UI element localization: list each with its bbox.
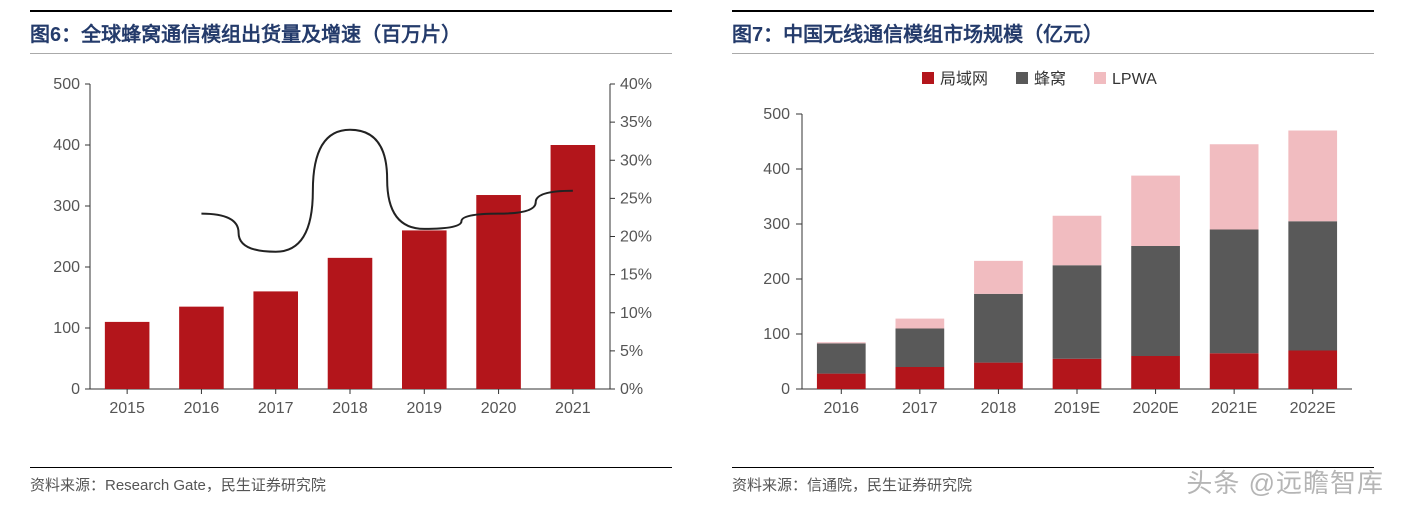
svg-text:500: 500 xyxy=(53,76,80,93)
svg-text:蜂窝: 蜂窝 xyxy=(1034,70,1066,88)
svg-text:400: 400 xyxy=(53,137,80,154)
left-title: 图6：全球蜂窝通信模组出货量及增速（百万片） xyxy=(30,10,672,54)
svg-text:300: 300 xyxy=(53,198,80,215)
svg-text:35%: 35% xyxy=(620,114,652,131)
svg-text:200: 200 xyxy=(763,271,790,288)
svg-text:300: 300 xyxy=(763,216,790,233)
svg-text:2021E: 2021E xyxy=(1211,400,1257,417)
svg-text:100: 100 xyxy=(53,320,80,337)
svg-text:100: 100 xyxy=(763,326,790,343)
left-chart-svg: 0 100 200 300 400 500 0% 5% 10% 15% 20% 25% 30% 35% 40… xyxy=(30,64,670,434)
svg-text:2016: 2016 xyxy=(823,400,859,417)
svg-text:40%: 40% xyxy=(620,76,652,93)
svg-text:2018: 2018 xyxy=(981,400,1017,417)
svg-text:200: 200 xyxy=(53,259,80,276)
right-chart: 局域网 蜂窝 LPWA 0 100 200 300 400 500 2016 2017 2018 201… xyxy=(732,64,1374,467)
svg-text:局域网: 局域网 xyxy=(940,70,988,88)
right-source: 资料来源：信通院，民生证券研究院 xyxy=(732,467,1374,495)
svg-text:5%: 5% xyxy=(620,343,643,360)
svg-text:2018: 2018 xyxy=(332,400,368,417)
svg-text:0: 0 xyxy=(781,381,790,398)
svg-text:2015: 2015 xyxy=(109,400,145,417)
svg-text:2020E: 2020E xyxy=(1132,400,1178,417)
right-panel: 图7：中国无线通信模组市场规模（亿元） 局域网 蜂窝 LPWA 0 100 200 300 4… xyxy=(702,0,1404,505)
svg-text:2021: 2021 xyxy=(555,400,591,417)
svg-text:0: 0 xyxy=(71,381,80,398)
svg-text:10%: 10% xyxy=(620,305,652,322)
svg-text:2019E: 2019E xyxy=(1054,400,1100,417)
svg-text:2017: 2017 xyxy=(902,400,938,417)
left-source: 资料来源：Research Gate，民生证券研究院 xyxy=(30,467,672,495)
svg-text:2016: 2016 xyxy=(184,400,220,417)
svg-text:2022E: 2022E xyxy=(1290,400,1336,417)
svg-text:0%: 0% xyxy=(620,381,643,398)
svg-text:400: 400 xyxy=(763,161,790,178)
left-chart: 0 100 200 300 400 500 0% 5% 10% 15% 20% 25% 30% 35% 40… xyxy=(30,64,672,467)
left-panel: 图6：全球蜂窝通信模组出货量及增速（百万片） 01002003004005000… xyxy=(0,0,702,505)
svg-text:15%: 15% xyxy=(620,267,652,284)
svg-text:LPWA: LPWA xyxy=(1112,71,1157,88)
svg-text:2019: 2019 xyxy=(406,400,442,417)
right-chart-svg: 局域网 蜂窝 LPWA 0 100 200 300 400 500 2016 2017 2018 201… xyxy=(732,64,1372,434)
svg-text:2020: 2020 xyxy=(481,400,517,417)
svg-text:500: 500 xyxy=(763,106,790,123)
svg-text:2017: 2017 xyxy=(258,400,294,417)
svg-text:30%: 30% xyxy=(620,152,652,169)
right-title: 图7：中国无线通信模组市场规模（亿元） xyxy=(732,10,1374,54)
svg-text:25%: 25% xyxy=(620,190,652,207)
svg-text:20%: 20% xyxy=(620,229,652,246)
